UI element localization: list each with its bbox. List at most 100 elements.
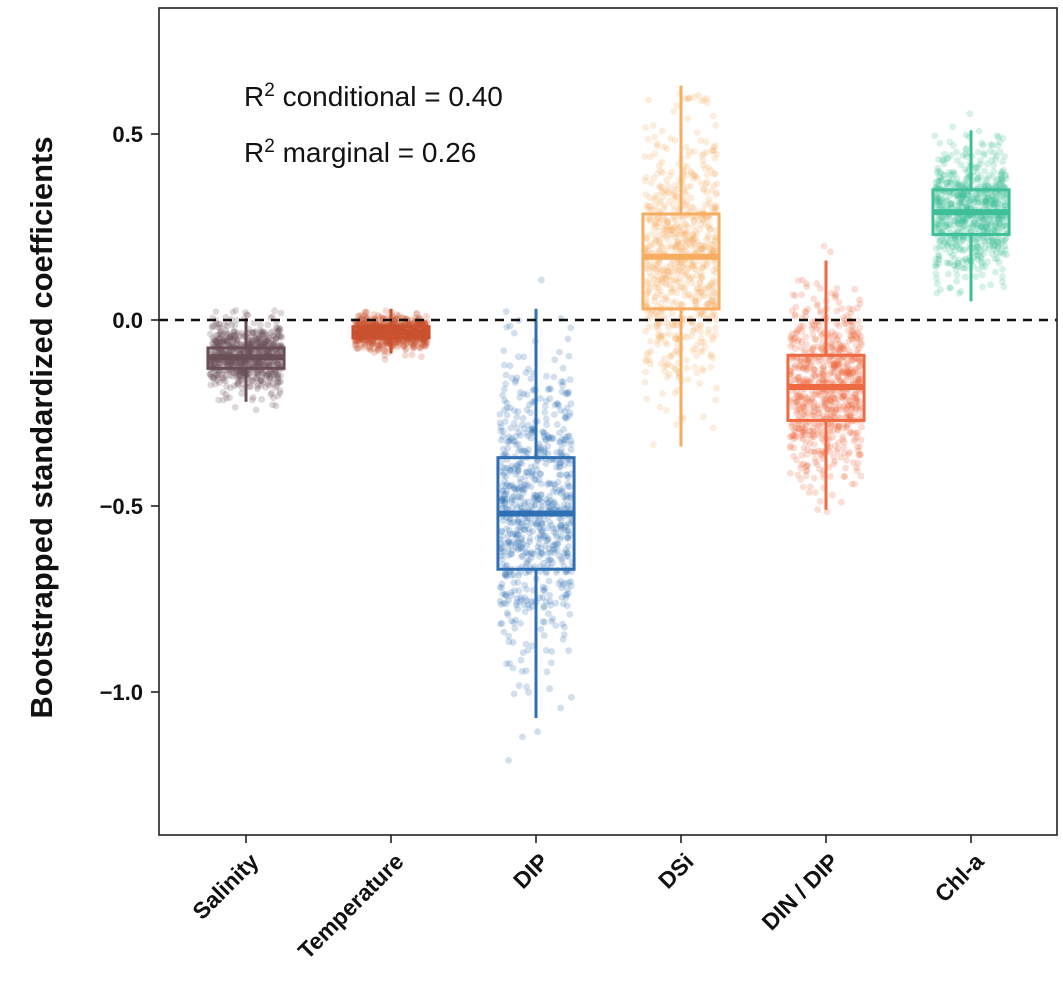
data-point (550, 373, 558, 381)
data-point (539, 428, 546, 436)
data-point (552, 540, 559, 548)
data-point (270, 375, 278, 383)
data-point (527, 554, 535, 561)
data-point (219, 371, 226, 378)
data-point (545, 479, 553, 487)
data-point (269, 332, 277, 340)
data-point (993, 132, 1001, 140)
data-point (221, 358, 228, 366)
data-point (272, 335, 280, 342)
data-point (219, 374, 226, 382)
data-point (216, 324, 224, 332)
data-point (360, 320, 368, 327)
data-point (400, 343, 408, 350)
data-point (223, 337, 231, 345)
data-point (698, 272, 705, 280)
data-point (989, 250, 996, 258)
data-point (421, 320, 429, 327)
data-point (548, 617, 555, 625)
data-point (509, 664, 517, 672)
data-point (557, 521, 565, 529)
data-point (521, 608, 529, 616)
data-point (530, 550, 537, 558)
data-point (359, 314, 367, 322)
data-point (523, 542, 531, 549)
y-tick-label: 0.5 (112, 122, 143, 147)
data-point (536, 594, 544, 602)
data-point (412, 337, 419, 345)
data-point (498, 543, 506, 550)
data-point (701, 343, 709, 351)
data-point (641, 378, 649, 386)
data-point (567, 400, 575, 408)
data-point (701, 164, 709, 172)
data-point (256, 334, 264, 342)
data-point (551, 484, 559, 492)
data-point (646, 194, 654, 202)
data-point (270, 394, 277, 402)
data-point (356, 316, 364, 324)
data-point (248, 336, 256, 344)
data-point (256, 338, 264, 346)
data-point (839, 433, 847, 441)
data-point (951, 255, 958, 262)
data-point (527, 597, 535, 605)
data-point (515, 682, 523, 690)
data-point (401, 352, 409, 359)
data-point (972, 195, 980, 203)
data-point (257, 376, 265, 384)
data-point (536, 494, 543, 502)
data-point (262, 333, 270, 341)
data-point (241, 359, 249, 367)
data-point (508, 498, 515, 506)
data-point (536, 532, 544, 540)
data-point (223, 371, 230, 379)
data-point (523, 558, 531, 565)
data-point (796, 325, 804, 332)
data-point (566, 483, 574, 491)
data-point (534, 547, 542, 555)
data-point (360, 318, 368, 326)
data-point (417, 340, 424, 347)
data-point (515, 429, 523, 437)
data-point (278, 334, 285, 341)
data-point (236, 372, 244, 380)
data-point (544, 450, 552, 458)
data-point (423, 339, 431, 347)
data-point (710, 204, 718, 212)
data-point (206, 330, 214, 338)
data-point (564, 553, 572, 561)
data-point (499, 392, 506, 399)
data-point (214, 360, 222, 368)
data-point (214, 361, 221, 368)
data-point (522, 640, 530, 648)
data-point (512, 441, 520, 448)
data-point (497, 601, 505, 608)
data-point (516, 393, 524, 401)
data-point (846, 397, 854, 405)
data-point (233, 340, 240, 348)
data-point (936, 139, 944, 147)
data-point (503, 495, 511, 503)
data-point (529, 425, 536, 433)
data-point (988, 156, 995, 164)
data-point (547, 556, 555, 564)
data-point (231, 331, 238, 339)
data-point (848, 480, 856, 488)
data-point (551, 546, 559, 553)
data-point (274, 329, 281, 336)
data-point (244, 347, 252, 355)
data-point (212, 340, 220, 348)
data-point (691, 93, 698, 101)
data-point (515, 531, 522, 538)
data-point (538, 520, 546, 527)
data-point (540, 604, 548, 611)
data-point (374, 344, 382, 352)
data-point (807, 483, 814, 491)
data-point (557, 516, 565, 524)
data-point (641, 177, 649, 185)
data-point (523, 586, 531, 593)
data-point (375, 313, 383, 321)
x-tick-label-temperature: Temperature (293, 848, 409, 964)
